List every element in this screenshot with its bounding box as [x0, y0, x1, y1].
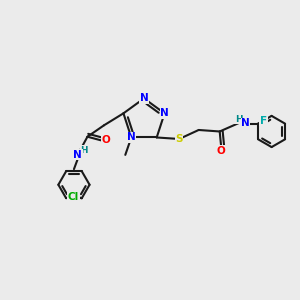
Text: Cl: Cl	[68, 192, 79, 202]
Text: O: O	[217, 146, 226, 156]
Text: S: S	[176, 134, 183, 144]
Text: N: N	[127, 133, 136, 142]
Text: H: H	[80, 146, 88, 155]
Text: F: F	[260, 116, 267, 126]
Text: O: O	[102, 135, 111, 145]
Text: N: N	[241, 118, 250, 128]
Text: H: H	[235, 115, 242, 124]
Text: N: N	[74, 150, 82, 160]
Text: N: N	[160, 108, 169, 118]
Text: N: N	[140, 93, 148, 103]
